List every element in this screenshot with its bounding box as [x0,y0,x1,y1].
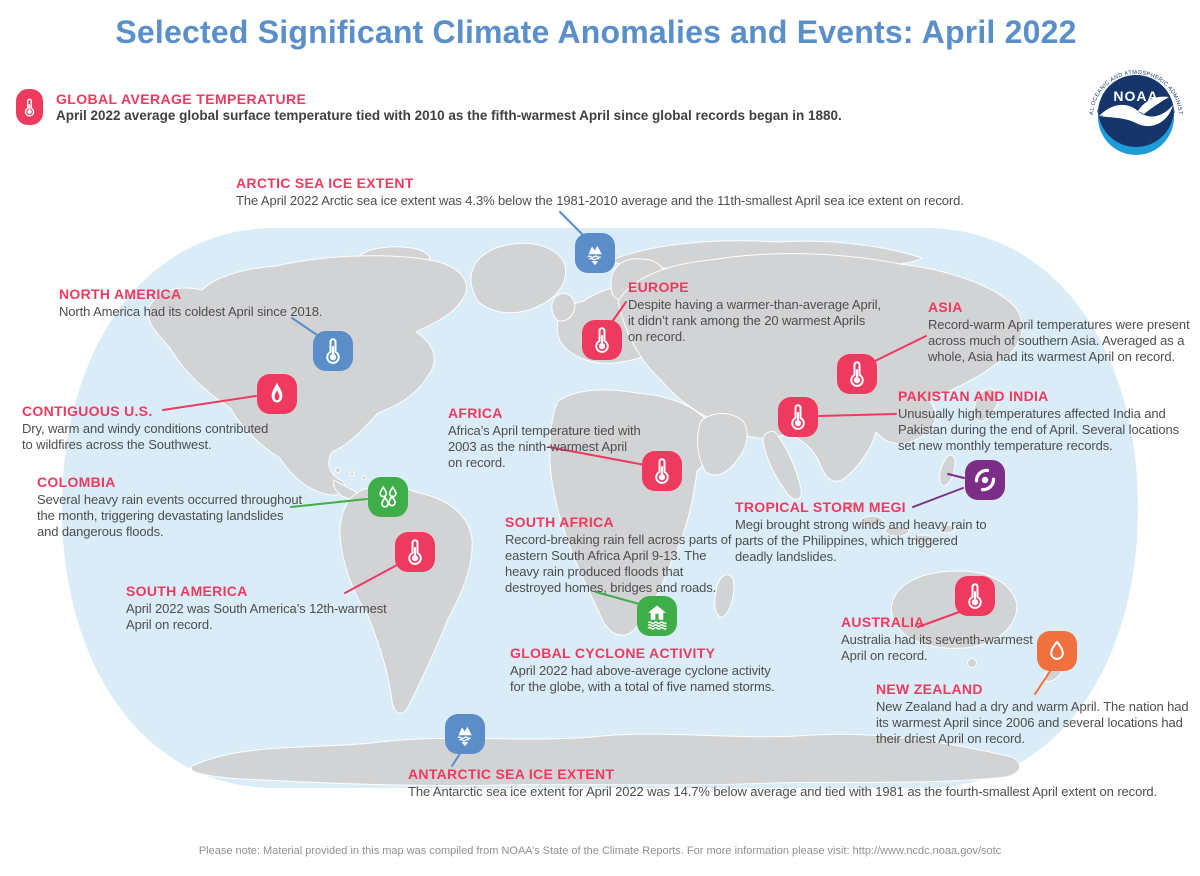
annotation-south-africa: SOUTH AFRICA Record-breaking rain fell a… [505,514,741,595]
annotation-asia: ASIA Record-warm April temperatures were… [928,299,1194,365]
event-label: ANTARCTIC SEA ICE EXTENT [408,766,615,782]
annotation-arctic-sea-ice: ARCTIC SEA ICE EXTENT The April 2022 Arc… [236,175,964,209]
flood-icon [637,596,677,636]
annotation-colombia: COLOMBIA Several heavy rain events occur… [37,474,307,540]
global-average-temperature-label: GLOBAL AVERAGE TEMPERATURE [56,91,307,107]
thermometer-icon [16,89,43,125]
annotation-africa: AFRICA Africa’s April temperature tied w… [448,405,642,471]
event-text: The Antarctic sea ice extent for April 2… [408,784,1158,799]
thermometer-icon [778,397,818,437]
land-caribbean [361,475,367,481]
annotation-pakistan-and-india: PAKISTAN AND INDIA Unusually high temper… [898,388,1196,454]
event-text: New Zealand had a dry and warm April. Th… [876,699,1189,746]
land-madagascar [714,574,735,618]
event-label: ARCTIC SEA ICE EXTENT [236,175,414,191]
event-text: Despite having a warmer-than-average Apr… [628,297,881,344]
land-japan [973,388,999,422]
annotation-new-zealand: NEW ZEALAND New Zealand had a dry and wa… [876,681,1192,747]
event-text: The April 2022 Arctic sea ice extent was… [236,193,964,208]
event-label: SOUTH AFRICA [505,514,614,530]
event-text: April 2022 was South America’s 12th-warm… [126,601,387,632]
event-label: AUSTRALIA [841,614,925,630]
land-indonesia [912,534,934,544]
event-text: Australia had its seventh-warmest April … [841,632,1033,663]
event-label: CONTIGUOUS U.S. [22,403,153,419]
event-label: NEW ZEALAND [876,681,983,697]
annotation-global-cyclone-activity: GLOBAL CYCLONE ACTIVITY April 2022 had a… [510,645,788,695]
event-label: EUROPE [628,279,689,295]
thermometer-icon [955,576,995,616]
event-text: Dry, warm and windy conditions contribut… [22,421,269,452]
land-indonesia [860,515,884,527]
event-label: ASIA [928,299,963,315]
land-south-america [339,485,473,714]
noaa-logo: NOAA NATIONAL OCEANIC AND ATMOSPHERIC AD… [1082,57,1188,165]
droplet-icon [1037,631,1077,671]
annotation-australia: AUSTRALIA Australia had its seventh-warm… [841,614,1049,664]
event-label: PAKISTAN AND INDIA [898,388,1049,404]
land-tasmania [967,658,977,668]
annotation-tropical-storm-megi: TROPICAL STORM MEGI Megi brought strong … [735,499,997,565]
annotation-contiguous-us: CONTIGUOUS U.S. Dry, warm and windy cond… [22,403,274,453]
land-philippines [939,454,956,487]
svg-text:NOAA: NOAA [1113,88,1158,104]
thermometer-icon [582,320,622,360]
event-text: Record-warm April temperatures were pres… [928,317,1190,364]
global-average-temperature-text: April 2022 average global surface temper… [56,108,842,123]
event-label: AFRICA [448,405,503,421]
land-greenland [470,242,567,314]
thermometer-cold-icon [313,331,353,371]
land-arabia [697,413,748,476]
annotation-south-america: SOUTH AMERICA April 2022 was South Ameri… [126,583,400,633]
land-india [762,431,802,500]
event-label: COLOMBIA [37,474,116,490]
flame-icon [257,374,297,414]
footer-note: Please note: Material provided in this m… [198,845,1002,857]
land-caribbean [335,467,341,473]
event-label: GLOBAL CYCLONE ACTIVITY [510,645,716,661]
event-text: Record-breaking rain fell across parts o… [505,532,732,595]
thermometer-icon [837,354,877,394]
raindrops-icon [368,477,408,517]
land-north-america [147,255,467,496]
land-uk [551,292,576,322]
event-label: SOUTH AMERICA [126,583,248,599]
event-label: TROPICAL STORM MEGI [735,499,906,515]
annotation-antarctic-sea-ice: ANTARCTIC SEA ICE EXTENT The Antarctic s… [408,766,1157,800]
annotation-north-america: NORTH AMERICA North America had its cold… [59,286,322,320]
annotation-europe: EUROPE Despite having a warmer-than-aver… [628,279,882,345]
iceberg-icon [445,714,485,754]
event-text: North America had its coldest April sinc… [59,304,323,319]
land-indonesia [842,500,858,512]
thermometer-icon [395,532,435,572]
iceberg-icon [575,233,615,273]
page-title: Selected Significant Climate Anomalies a… [115,14,1077,50]
land-caribbean [349,471,355,477]
cyclone-icon [965,460,1005,500]
event-text: Megi brought strong winds and heavy rain… [735,517,987,564]
event-text: Africa’s April temperature tied with 200… [448,423,641,470]
event-text: Unusually high temperatures affected Ind… [898,406,1180,453]
land-indonesia [884,525,910,537]
land-indonesia [938,524,956,534]
thermometer-icon [642,451,682,491]
event-text: April 2022 had above-average cyclone act… [510,663,775,694]
event-label: NORTH AMERICA [59,286,182,302]
event-text: Several heavy rain events occurred throu… [37,492,303,539]
